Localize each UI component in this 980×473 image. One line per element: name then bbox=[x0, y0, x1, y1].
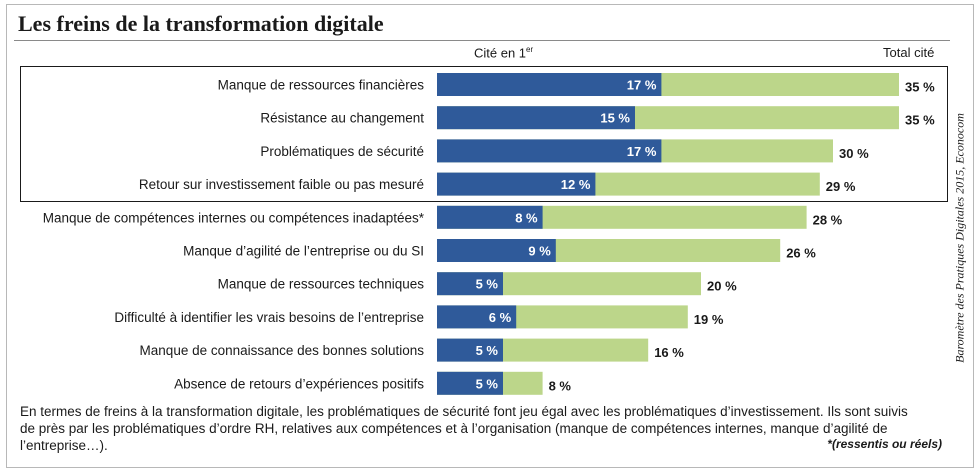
total-cited-value-label: 19 % bbox=[694, 312, 724, 327]
category-label: Retour sur investissement faible ou pas … bbox=[139, 177, 424, 192]
category-label: Difficulté à identifier les vrais besoin… bbox=[114, 310, 424, 325]
first-cited-value-label: 9 % bbox=[528, 244, 551, 259]
first-cited-value-label: 5 % bbox=[476, 376, 499, 391]
category-label: Manque d’agilité de l’entreprise ou du S… bbox=[183, 244, 424, 259]
total-cited-value-label: 26 % bbox=[786, 246, 816, 261]
first-cited-value-label: 8 % bbox=[515, 210, 538, 225]
first-cited-header: Cité en 1er bbox=[474, 45, 533, 60]
total-cited-value-label: 20 % bbox=[707, 279, 737, 294]
summary-text: En termes de freins à la transformation … bbox=[20, 404, 908, 453]
first-cited-value-label: 15 % bbox=[600, 111, 630, 126]
first-cited-bar bbox=[437, 239, 556, 262]
first-cited-bar bbox=[437, 305, 517, 329]
first-cited-header-sup: er bbox=[526, 45, 534, 54]
first-cited-bar bbox=[437, 272, 503, 296]
first-cited-bar bbox=[437, 172, 596, 196]
total-cited-value-label: 30 % bbox=[839, 146, 869, 161]
category-label: Absence de retours d’expériences positif… bbox=[174, 376, 424, 391]
first-cited-bar bbox=[437, 371, 503, 395]
first-cited-bar bbox=[437, 205, 543, 229]
total-cited-value-label: 28 % bbox=[813, 212, 843, 227]
title-rule bbox=[14, 40, 950, 41]
footnote: *(ressentis ou réels) bbox=[827, 437, 942, 451]
first-cited-value-label: 5 % bbox=[476, 277, 499, 292]
first-cited-value-label: 17 % bbox=[627, 144, 657, 159]
total-cited-value-label: 35 % bbox=[905, 113, 935, 128]
first-cited-value-label: 17 % bbox=[627, 78, 657, 93]
category-label: Manque de ressources financières bbox=[218, 78, 425, 93]
category-label: Résistance au changement bbox=[260, 111, 424, 126]
first-cited-bar bbox=[437, 139, 662, 163]
chart-title: Les freins de la transformation digitale bbox=[18, 11, 384, 36]
total-cited-value-label: 16 % bbox=[654, 345, 684, 360]
total-cited-header: Total cité bbox=[883, 45, 935, 60]
total-cited-value-label: 29 % bbox=[826, 179, 856, 194]
category-label: Problématiques de sécurité bbox=[260, 144, 424, 159]
first-cited-value-label: 6 % bbox=[489, 310, 512, 325]
figure-frame bbox=[6, 4, 974, 468]
first-cited-bar bbox=[437, 338, 503, 362]
first-cited-header-main: Cité en 1 bbox=[474, 45, 527, 61]
total-cited-value-label: 35 % bbox=[905, 80, 935, 95]
first-cited-value-label: 12 % bbox=[561, 177, 591, 192]
first-cited-bar bbox=[437, 106, 635, 130]
first-cited-value-label: 5 % bbox=[476, 343, 499, 358]
first-cited-bar bbox=[437, 73, 662, 96]
category-label: Manque de ressources techniques bbox=[218, 277, 425, 292]
category-label: Manque de compétences internes ou compét… bbox=[43, 210, 425, 225]
bar-chart: Manque de ressources financières 17 % 35 %… bbox=[43, 73, 935, 395]
source-credit: Baromètre des Pratiques Digitales 2015, … bbox=[948, 18, 972, 458]
category-label: Manque de connaissance des bonnes soluti… bbox=[140, 343, 425, 358]
source-text: Baromètre des Pratiques Digitales 2015, … bbox=[952, 113, 967, 363]
top-four-highlight-box bbox=[20, 66, 948, 202]
total-cited-value-label: 8 % bbox=[549, 378, 572, 393]
